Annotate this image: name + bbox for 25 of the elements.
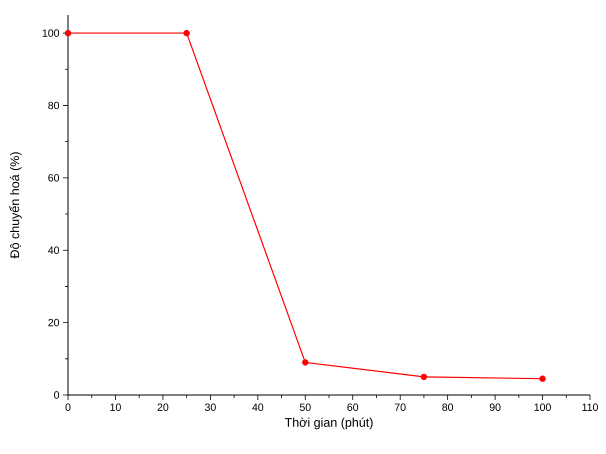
x-tick-label: 40 — [252, 404, 264, 411]
x-tick-label: 20 — [158, 404, 168, 411]
x-tick-label: 100 — [534, 404, 551, 411]
x-tick-label: 30 — [204, 404, 216, 411]
y-tick-label: 80 — [48, 102, 60, 110]
y-tick-label: 40 — [48, 246, 60, 254]
x-tick-label: 80 — [442, 404, 454, 411]
point — [420, 374, 428, 380]
x-tick-label: 60 — [347, 404, 358, 411]
x-tick-label: 70 — [394, 404, 406, 411]
y-tick-label: 100 — [42, 29, 60, 37]
point — [64, 30, 72, 36]
y-tick-label: 20 — [48, 318, 60, 326]
x-tick-label: 0 — [65, 404, 71, 411]
x-axis-title: Thời gian (phút) — [284, 418, 373, 430]
point — [183, 30, 190, 36]
point — [302, 359, 308, 366]
x-tick-label: 10 — [110, 404, 121, 411]
x-tick-label: 50 — [300, 404, 311, 411]
point — [539, 376, 546, 382]
y-tick-label: 60 — [48, 174, 60, 182]
x-tick-label: 90 — [490, 404, 501, 411]
y-axis-title: Độ chuyển hoá (%) — [8, 152, 22, 258]
y-tick-label: 0 — [54, 391, 60, 399]
x-tick-label: 110 — [582, 404, 598, 411]
